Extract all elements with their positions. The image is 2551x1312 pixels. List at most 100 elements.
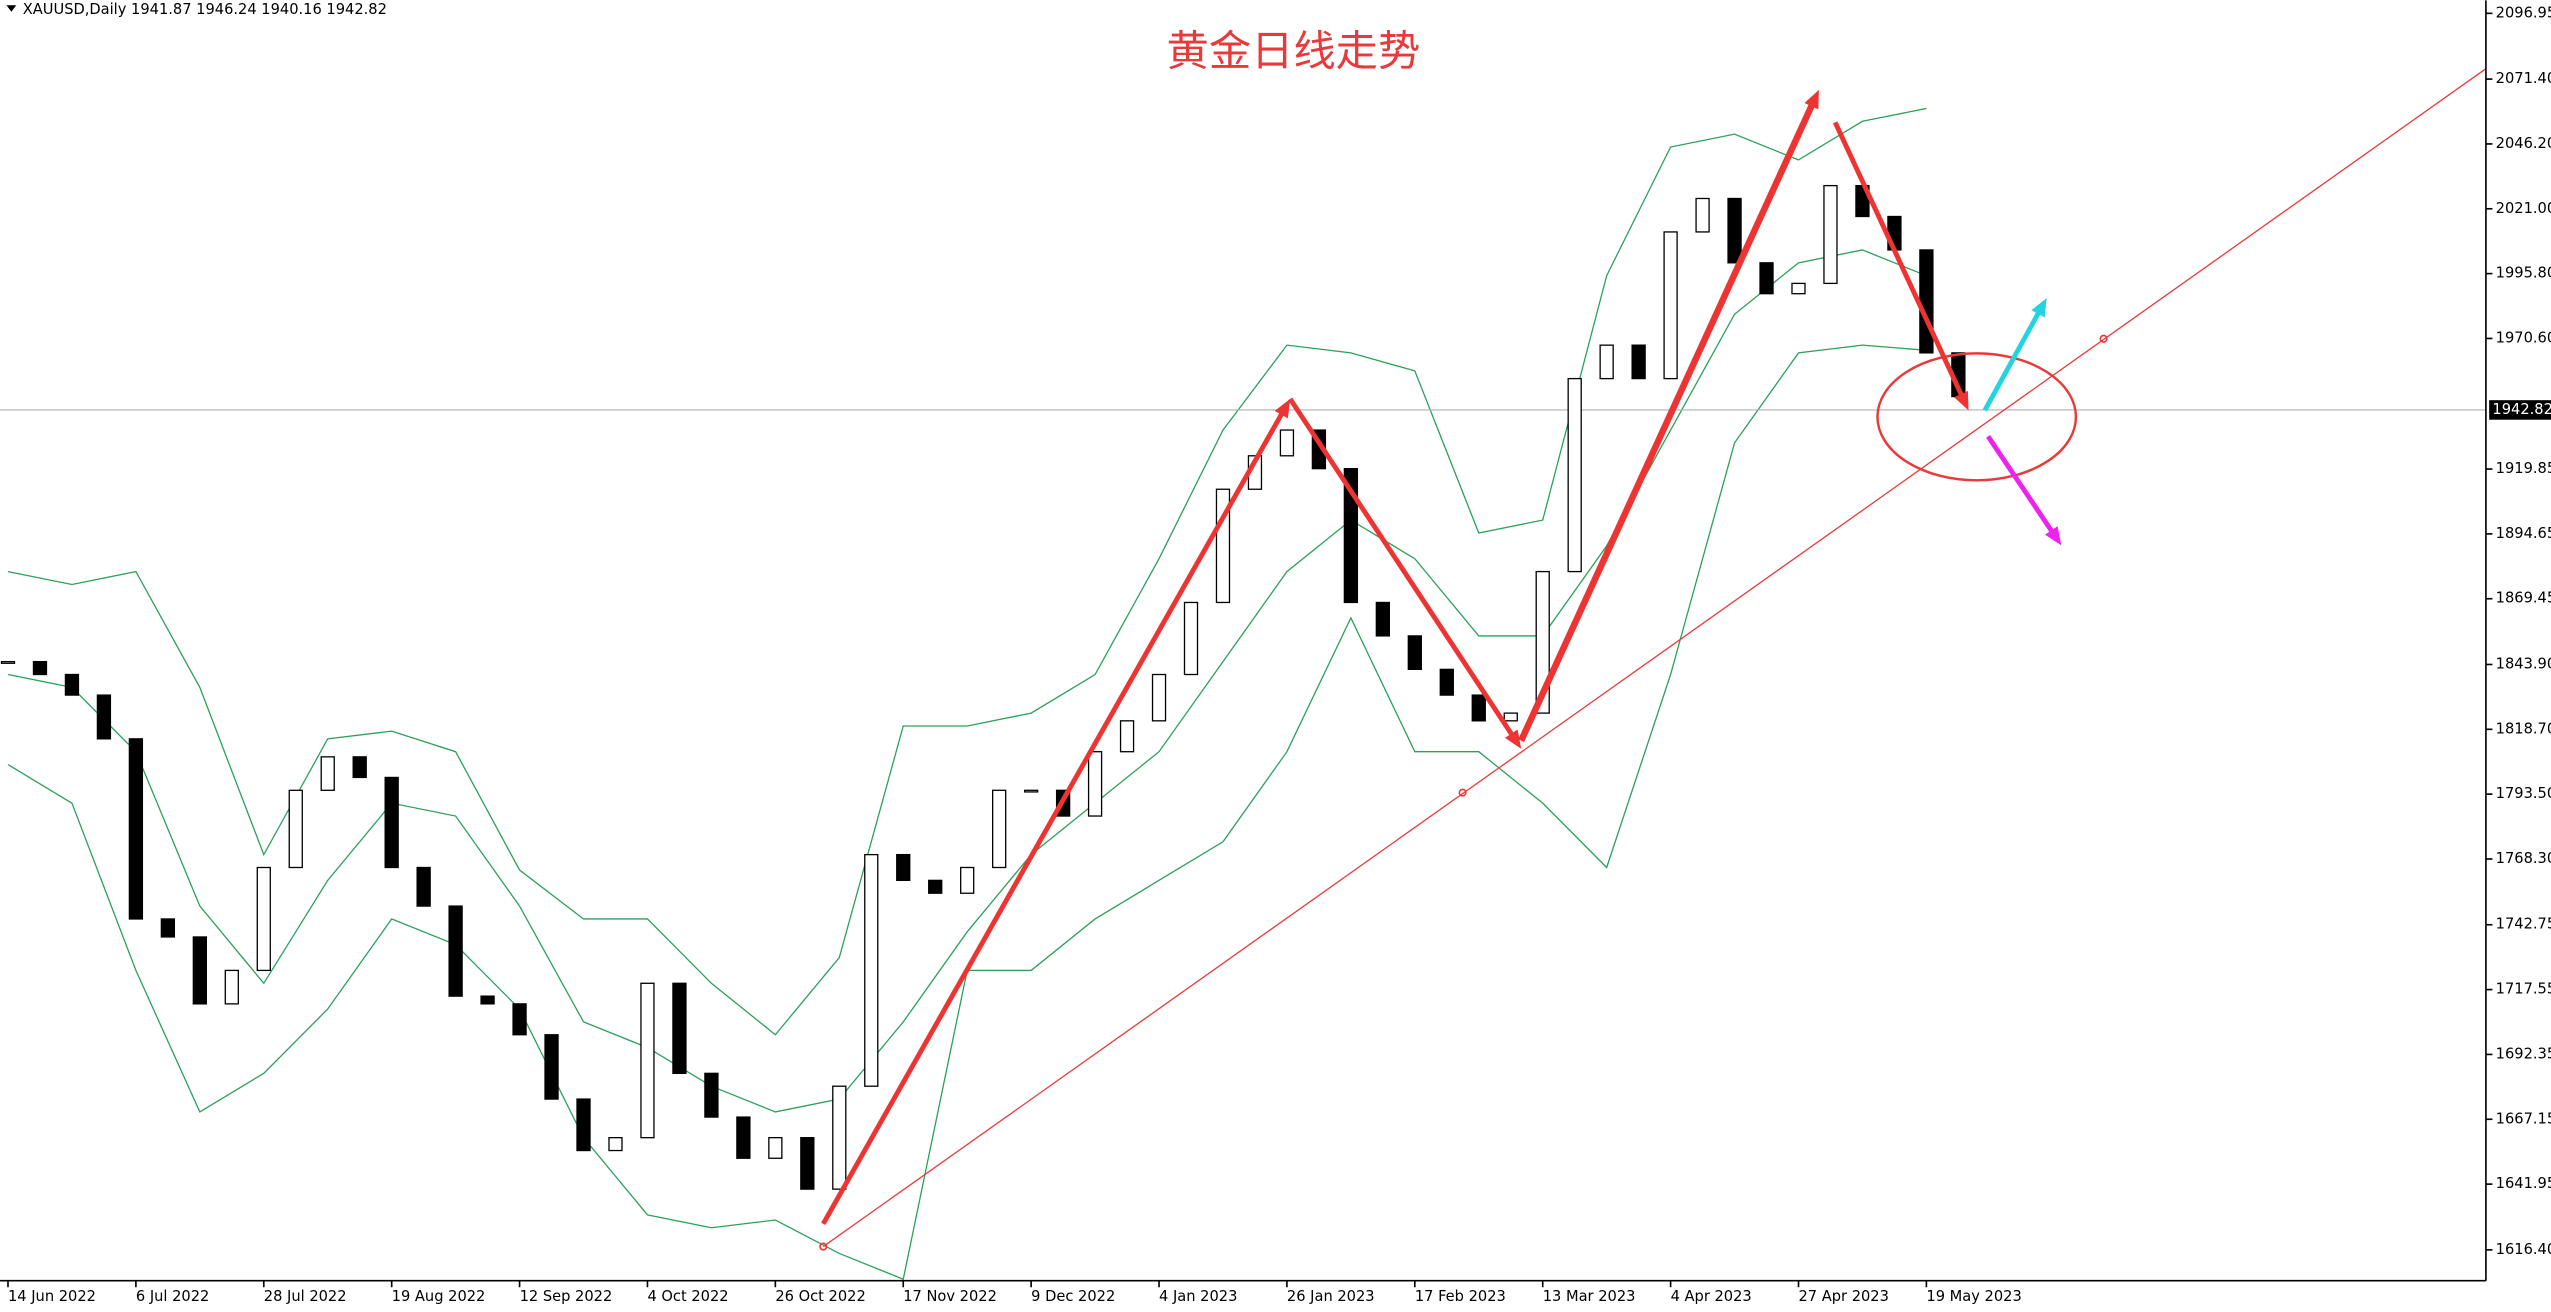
- candle: [672, 982, 687, 1074]
- focus-ellipse: [1876, 352, 2078, 482]
- candle: [704, 1072, 719, 1118]
- candle: [544, 1034, 559, 1100]
- x-tick-label: 26 Jan 2023: [1287, 1288, 1375, 1305]
- y-tick-label: 1692.35: [2496, 1045, 2551, 1062]
- candle: [192, 936, 207, 1005]
- x-tick-label: 6 Jul 2022: [136, 1288, 209, 1305]
- arrow-head: [2044, 526, 2062, 546]
- candle: [1631, 344, 1646, 380]
- candle: [1599, 344, 1614, 380]
- candle: [320, 756, 335, 791]
- candle: [576, 1098, 591, 1152]
- y-tick-label: 1995.80: [2496, 265, 2551, 282]
- candle: [288, 789, 303, 869]
- trend-arrow: [821, 407, 1287, 1225]
- x-tick-label: 17 Feb 2023: [1415, 1288, 1506, 1305]
- chart-title: 黄金日线走势: [1167, 27, 1421, 76]
- candle: [1663, 231, 1678, 380]
- y-tick-label: 2096.95: [2496, 4, 2551, 21]
- menu-arrow[interactable]: [6, 5, 17, 12]
- trend-arrow: [1986, 435, 2057, 538]
- band-upper: [7, 107, 1927, 1036]
- last-price-tag: [2489, 400, 2551, 420]
- arrow-head: [1954, 390, 1969, 411]
- y-tick-label: 1793.50: [2496, 785, 2551, 802]
- trend-anchor: [819, 1242, 828, 1251]
- arrow-head: [1804, 89, 1819, 110]
- x-tick-label: 4 Apr 2023: [1671, 1288, 1752, 1305]
- plot-area: [0, 68, 2487, 1281]
- candle: [1087, 751, 1103, 817]
- x-tick-label: 19 May 2023: [1926, 1288, 2021, 1305]
- candle: [128, 738, 144, 920]
- x-tick-label: 14 Jun 2022: [8, 1288, 96, 1305]
- y-tick-label: 1919.85: [2496, 460, 2551, 477]
- candle: [1567, 377, 1582, 573]
- x-tick-label: 12 Sep 2022: [520, 1288, 613, 1305]
- candle: [640, 982, 655, 1139]
- trend-arrow: [1518, 99, 1817, 742]
- trend-anchor: [1458, 788, 1467, 797]
- candle: [224, 969, 239, 1005]
- candle: [1343, 468, 1359, 604]
- trend-line: [822, 68, 2487, 1248]
- y-tick-label: 1768.30: [2496, 850, 2551, 867]
- trend-arrow: [1288, 397, 1517, 741]
- arrow-head: [1274, 398, 1291, 419]
- candle: [1823, 184, 1838, 285]
- candle: [352, 756, 367, 779]
- candle: [768, 1137, 783, 1159]
- candle: [832, 1085, 847, 1190]
- y-tick-label: 1843.90: [2496, 655, 2551, 672]
- y-tick-label: 2071.40: [2496, 70, 2551, 87]
- trend-arrow: [1832, 121, 1966, 401]
- x-tick-label: 13 Mar 2023: [1543, 1288, 1636, 1305]
- y-tick-label: 1667.15: [2496, 1110, 2551, 1127]
- y-tick-label: 1894.65: [2496, 525, 2551, 542]
- candle: [480, 995, 495, 1005]
- arrow-head: [2031, 298, 2047, 318]
- chart-header: XAUUSD,Daily 1941.87 1946.24 1940.16 194…: [23, 1, 387, 18]
- candle: [448, 905, 463, 997]
- y-tick-label: 1717.55: [2496, 981, 2551, 998]
- candle: [256, 866, 271, 972]
- candle: [928, 879, 943, 894]
- candle: [992, 789, 1007, 869]
- candle: [1471, 694, 1486, 722]
- x-tick-label: 19 Aug 2022: [392, 1288, 486, 1305]
- candle: [1503, 712, 1518, 722]
- candle: [736, 1116, 751, 1159]
- trend-arrow: [1982, 307, 2044, 412]
- candle: [1535, 570, 1550, 714]
- candle: [960, 866, 975, 894]
- candle: [1759, 262, 1774, 295]
- x-tick-label: 28 Jul 2022: [264, 1288, 347, 1305]
- candle: [864, 853, 879, 1087]
- band-middle: [7, 249, 1927, 1113]
- candle: [160, 918, 176, 938]
- y-tick-label: 2046.20: [2496, 135, 2551, 152]
- candle: [416, 866, 431, 907]
- candle: [1727, 197, 1742, 264]
- candle: [96, 694, 112, 740]
- candle: [1215, 488, 1231, 604]
- x-tick-label: 17 Nov 2022: [903, 1288, 997, 1305]
- candle: [1439, 668, 1454, 696]
- x-tick-label: 27 Apr 2023: [1798, 1288, 1888, 1305]
- candle: [608, 1137, 623, 1152]
- arrow-head: [1504, 729, 1522, 749]
- candle: [1407, 635, 1422, 671]
- y-tick-label: 1869.45: [2496, 590, 2551, 607]
- x-tick-label: 9 Dec 2022: [1031, 1288, 1115, 1305]
- y-tick-label: 1641.95: [2496, 1175, 2551, 1192]
- y-tick-label: 1742.75: [2496, 916, 2551, 933]
- x-tick-label: 4 Oct 2022: [647, 1288, 728, 1305]
- x-tick-label: 4 Jan 2023: [1159, 1288, 1237, 1305]
- candle: [384, 776, 399, 869]
- candle: [1119, 720, 1135, 753]
- y-tick-label: 2021.00: [2496, 200, 2551, 217]
- x-tick-label: 26 Oct 2022: [775, 1288, 865, 1305]
